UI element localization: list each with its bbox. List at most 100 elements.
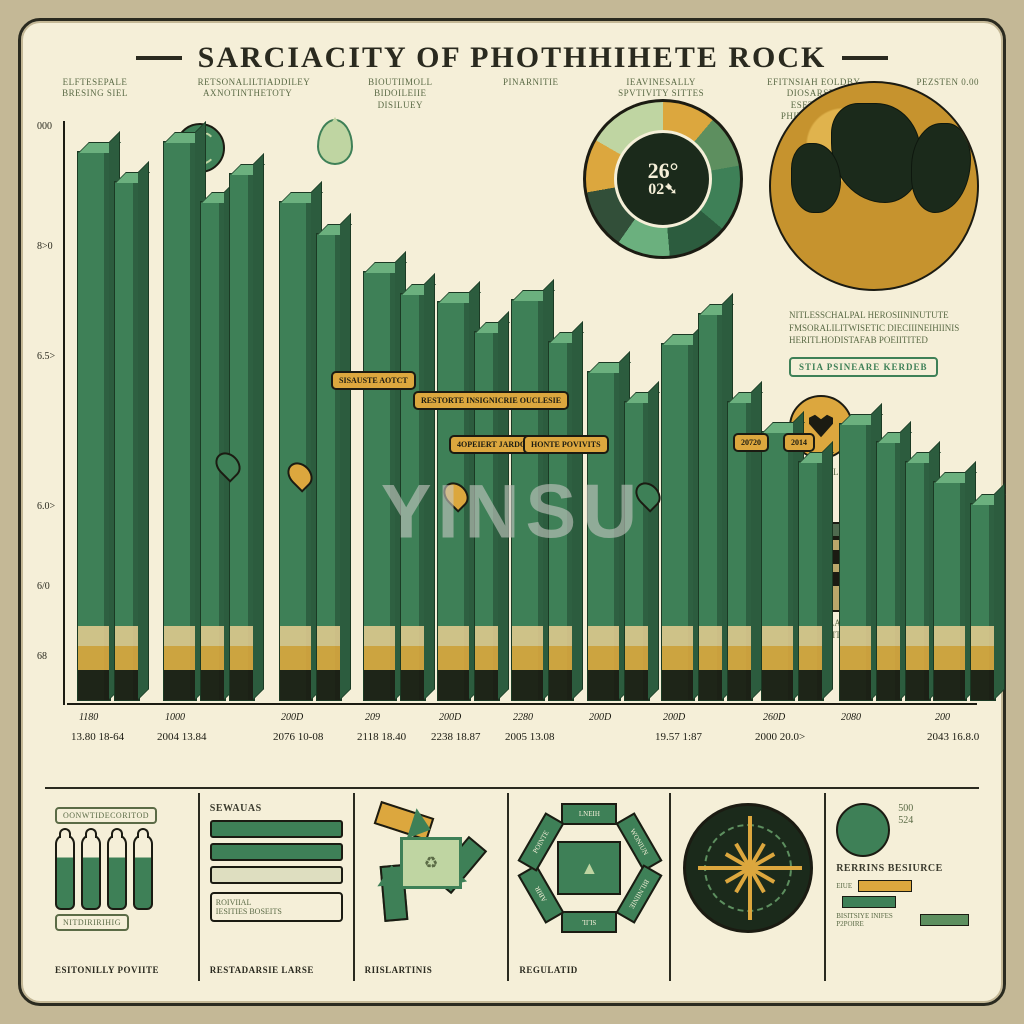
bar: [876, 441, 902, 701]
legend-bar: [210, 843, 343, 861]
mini-globe-icon: [836, 803, 890, 857]
x-tick-sub: 2118 18.40: [357, 731, 406, 743]
panel-boxes: SEWAUAS ROIVIIAL IESITIES BOSEITS RESTAD…: [200, 793, 355, 981]
horizontal-divider: [45, 787, 979, 789]
panel-tubes: OONWTIDECORITOD NITDIRIRIHIG ESITONILLY …: [45, 793, 200, 981]
legend-bar: [210, 866, 343, 884]
bar-group: [933, 481, 996, 701]
bar: [229, 173, 255, 701]
cycle-segment: BILNIINIE: [616, 864, 663, 923]
y-tick-label: 6.5>: [37, 351, 55, 362]
panel-legend: 500 524 RERRINS BESIURCE EIUEBISITSIYE I…: [826, 793, 979, 981]
x-tick: 200: [935, 712, 950, 723]
bar-callout: RESTORTE INSIGNICRIE OUCLESIE: [413, 391, 569, 410]
x-tick: 1180: [79, 712, 98, 723]
bar: [279, 201, 313, 701]
bar: [698, 313, 724, 701]
panel-heading: SEWAUAS: [210, 803, 343, 814]
infographic-card: SARCIACITY OF PHOTHHIHETE ROCK ELFTESEPA…: [18, 18, 1006, 1006]
title-rule-right: [842, 56, 888, 60]
bar-group: [279, 201, 342, 701]
panel-recycle: ♻ RIISLARTINIS: [355, 793, 510, 981]
y-tick-label: 6/0: [37, 581, 50, 592]
bar: [905, 461, 931, 701]
panel-hex-cycle: ▲ LNEIHWONIUNBILNIINIESLILABIRPOINTE REG…: [509, 793, 671, 981]
title-row: SARCIACITY OF PHOTHHIHETE ROCK: [21, 41, 1003, 75]
recycle-icon: ♻: [366, 803, 496, 923]
bar-group: [661, 313, 753, 701]
main-title: SARCIACITY OF PHOTHHIHETE ROCK: [198, 41, 827, 75]
test-tubes-icon: [55, 824, 188, 910]
bar-group: [761, 431, 824, 701]
bar: [77, 151, 111, 701]
bar-callout: 20720: [733, 433, 769, 452]
recycle-center-icon: ♻: [400, 837, 462, 889]
panel-button: NITDIRIRIHIG: [55, 914, 129, 931]
stacked-bars: [210, 820, 343, 884]
x-tick: 260D: [763, 712, 785, 723]
legend-rows: EIUE BISITSIYE INIFES P2POIRE: [836, 880, 969, 928]
legend-row: [836, 896, 969, 908]
panel-caption: RIISLARTINIS: [365, 965, 433, 975]
x-tick-sub: 2238 18.87: [431, 731, 481, 743]
bar-callout: 2014: [783, 433, 815, 452]
test-tube: [107, 834, 127, 910]
x-tick: 200D: [663, 712, 685, 723]
y-tick-label: 000: [37, 121, 52, 132]
y-tick-label: 6.0>: [37, 501, 55, 512]
legend-bar: [210, 820, 343, 838]
bar: [761, 431, 795, 701]
bar: [316, 233, 342, 701]
x-axis: [67, 703, 977, 705]
x-tick: 200D: [589, 712, 611, 723]
panel-caption: REGULATID: [519, 965, 577, 975]
title-rule-left: [136, 56, 182, 60]
reserves-bar-chart: 0008>06.5>6.0>6/068118013.80 18-64100020…: [67, 121, 977, 701]
x-tick-sub: 2005 13.08: [505, 731, 555, 743]
bar-group: [77, 151, 140, 701]
bar: [839, 423, 873, 701]
x-tick-sub: 2004 13.84: [157, 731, 207, 743]
x-tick: 209: [365, 712, 380, 723]
test-tube: [55, 834, 75, 910]
x-tick: 200D: [281, 712, 303, 723]
bar-group: [163, 141, 255, 701]
cycle-segment: WONIUN: [616, 812, 663, 871]
compass-icon: [683, 803, 813, 933]
x-tick: 2080: [841, 712, 861, 723]
bar: [661, 343, 695, 701]
x-tick: 200D: [439, 712, 461, 723]
legend-num-2: 524: [898, 815, 913, 827]
cycle-segment: SLIL: [561, 911, 617, 933]
bar-callout: SISAUSTE AOTCT: [331, 371, 416, 390]
bar-group: [839, 423, 931, 701]
x-tick-sub: 2000 20.0>: [755, 731, 805, 743]
x-tick-sub: 2043 16.8.0: [927, 731, 979, 743]
cycle-center-icon: ▲: [557, 841, 621, 895]
panel-compass: [671, 793, 826, 981]
watermark: YINSU: [381, 469, 643, 556]
y-axis: [63, 121, 65, 705]
x-tick-sub: 19.57 1:87: [655, 731, 702, 743]
test-tube: [81, 834, 101, 910]
bar: [163, 141, 197, 701]
y-tick-label: 8>0: [37, 241, 53, 252]
bar-callout: HONTE POVIVITS: [523, 435, 609, 454]
bar: [200, 201, 226, 701]
legend-row: BISITSIYE INIFES P2POIRE: [836, 912, 969, 928]
box-label: ROIVIIAL IESITIES BOSEITS: [210, 892, 343, 922]
test-tube: [133, 834, 153, 910]
x-tick: 2280: [513, 712, 533, 723]
legend-row: EIUE: [836, 880, 969, 892]
box-l2: IESITIES BOSEITS: [216, 907, 337, 916]
bar: [970, 503, 996, 701]
bar: [114, 181, 140, 701]
legend-num-1: 500: [898, 803, 913, 815]
panel-tag: OONWTIDECORITOD: [55, 807, 157, 824]
panel-caption: RESTADARSIE LARSE: [210, 965, 314, 975]
x-tick-sub: 13.80 18-64: [71, 731, 124, 743]
x-tick-sub: 2076 10-08: [273, 731, 323, 743]
cycle-segment: LNEIH: [561, 803, 617, 825]
y-tick-label: 68: [37, 651, 47, 662]
box-l1: ROIVIIAL: [216, 898, 337, 907]
